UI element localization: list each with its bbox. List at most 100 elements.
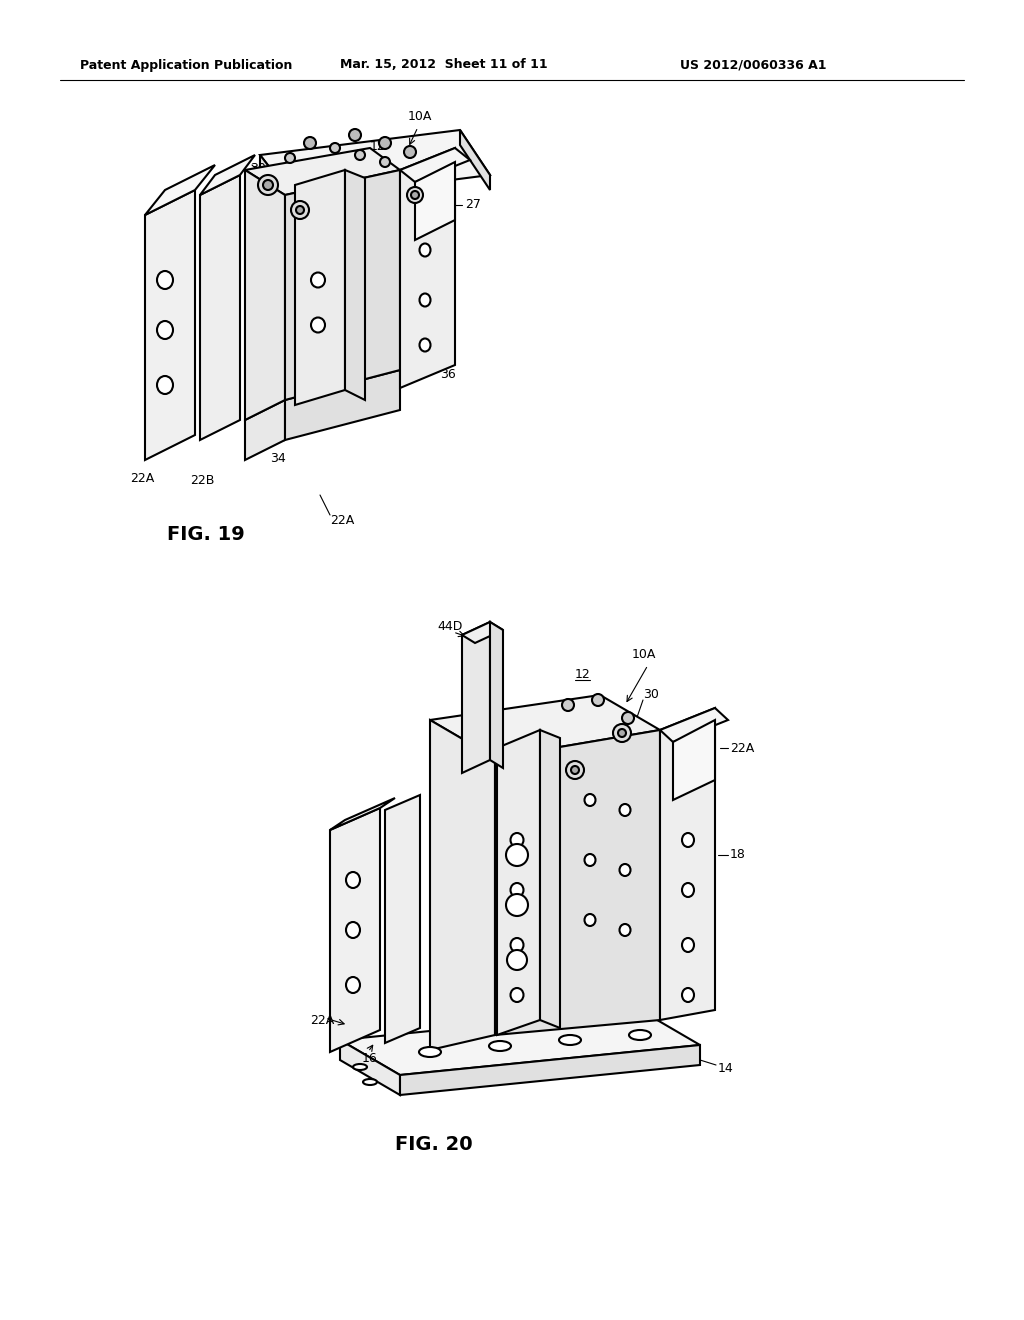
Polygon shape bbox=[495, 730, 660, 1035]
Text: 34: 34 bbox=[270, 451, 286, 465]
Circle shape bbox=[380, 157, 390, 168]
Ellipse shape bbox=[353, 1064, 367, 1071]
Text: 30: 30 bbox=[250, 161, 266, 174]
Polygon shape bbox=[660, 708, 728, 742]
Circle shape bbox=[571, 766, 579, 774]
Circle shape bbox=[407, 187, 423, 203]
Ellipse shape bbox=[682, 939, 694, 952]
Text: 36: 36 bbox=[440, 368, 456, 381]
Circle shape bbox=[411, 191, 419, 199]
Polygon shape bbox=[385, 795, 420, 1043]
Ellipse shape bbox=[620, 924, 631, 936]
Ellipse shape bbox=[620, 865, 631, 876]
Polygon shape bbox=[462, 622, 503, 643]
Ellipse shape bbox=[420, 293, 430, 306]
Text: 30: 30 bbox=[643, 689, 658, 701]
Ellipse shape bbox=[362, 1078, 377, 1085]
Ellipse shape bbox=[346, 921, 360, 939]
Ellipse shape bbox=[311, 318, 325, 333]
Text: 22A: 22A bbox=[310, 1014, 334, 1027]
Text: 22A: 22A bbox=[330, 513, 354, 527]
Text: Patent Application Publication: Patent Application Publication bbox=[80, 58, 293, 71]
Ellipse shape bbox=[346, 873, 360, 888]
Text: FIG. 19: FIG. 19 bbox=[167, 525, 245, 544]
Ellipse shape bbox=[559, 1035, 581, 1045]
Circle shape bbox=[566, 762, 584, 779]
Circle shape bbox=[296, 206, 304, 214]
Ellipse shape bbox=[489, 1041, 511, 1051]
Ellipse shape bbox=[157, 376, 173, 393]
Polygon shape bbox=[245, 148, 400, 195]
Polygon shape bbox=[295, 170, 345, 405]
Text: 12: 12 bbox=[370, 140, 386, 153]
Circle shape bbox=[291, 201, 309, 219]
Polygon shape bbox=[430, 719, 495, 1049]
Polygon shape bbox=[330, 808, 380, 1052]
Circle shape bbox=[506, 843, 528, 866]
Ellipse shape bbox=[511, 883, 523, 898]
Polygon shape bbox=[340, 1010, 700, 1074]
Polygon shape bbox=[200, 176, 240, 440]
Ellipse shape bbox=[682, 833, 694, 847]
Polygon shape bbox=[497, 730, 540, 1035]
Text: Mar. 15, 2012  Sheet 11 of 11: Mar. 15, 2012 Sheet 11 of 11 bbox=[340, 58, 548, 71]
Polygon shape bbox=[400, 148, 470, 182]
Text: 10A: 10A bbox=[408, 111, 432, 124]
Text: 27: 27 bbox=[465, 198, 481, 211]
Ellipse shape bbox=[419, 1047, 441, 1057]
Circle shape bbox=[592, 694, 604, 706]
Polygon shape bbox=[400, 148, 455, 388]
Circle shape bbox=[622, 711, 634, 723]
Text: 18: 18 bbox=[730, 849, 745, 862]
Polygon shape bbox=[340, 1040, 400, 1096]
Polygon shape bbox=[460, 129, 490, 190]
Circle shape bbox=[613, 723, 631, 742]
Polygon shape bbox=[345, 170, 365, 400]
Polygon shape bbox=[260, 129, 490, 201]
Ellipse shape bbox=[585, 913, 596, 927]
Text: 44D: 44D bbox=[437, 619, 463, 632]
Circle shape bbox=[263, 180, 273, 190]
Polygon shape bbox=[145, 190, 195, 459]
Text: 14: 14 bbox=[718, 1061, 734, 1074]
Polygon shape bbox=[400, 1045, 700, 1096]
Ellipse shape bbox=[620, 804, 631, 816]
Polygon shape bbox=[285, 170, 400, 400]
Polygon shape bbox=[145, 165, 215, 215]
Text: 35: 35 bbox=[465, 902, 481, 915]
Polygon shape bbox=[415, 162, 455, 240]
Ellipse shape bbox=[585, 854, 596, 866]
Circle shape bbox=[349, 129, 361, 141]
Text: US 2012/0060336 A1: US 2012/0060336 A1 bbox=[680, 58, 826, 71]
Ellipse shape bbox=[420, 338, 430, 351]
Text: 34: 34 bbox=[465, 851, 480, 865]
Ellipse shape bbox=[311, 272, 325, 288]
Circle shape bbox=[506, 894, 528, 916]
Circle shape bbox=[507, 950, 527, 970]
Ellipse shape bbox=[682, 987, 694, 1002]
Circle shape bbox=[404, 147, 416, 158]
Polygon shape bbox=[660, 708, 715, 1020]
Polygon shape bbox=[285, 370, 400, 440]
Text: 12: 12 bbox=[575, 668, 591, 681]
Ellipse shape bbox=[346, 977, 360, 993]
Polygon shape bbox=[260, 154, 295, 215]
Ellipse shape bbox=[511, 939, 523, 952]
Text: 22A: 22A bbox=[730, 742, 755, 755]
Polygon shape bbox=[245, 170, 285, 420]
Ellipse shape bbox=[157, 271, 173, 289]
Polygon shape bbox=[430, 696, 660, 758]
Circle shape bbox=[618, 729, 626, 737]
Polygon shape bbox=[462, 622, 490, 774]
Polygon shape bbox=[490, 622, 503, 768]
Ellipse shape bbox=[420, 243, 430, 256]
Circle shape bbox=[258, 176, 278, 195]
Text: 16: 16 bbox=[362, 1052, 378, 1064]
Polygon shape bbox=[245, 400, 285, 459]
Ellipse shape bbox=[157, 321, 173, 339]
Text: ': ' bbox=[301, 256, 304, 267]
Ellipse shape bbox=[585, 795, 596, 807]
Polygon shape bbox=[673, 719, 715, 800]
Text: 10A: 10A bbox=[632, 648, 656, 661]
Circle shape bbox=[355, 150, 365, 160]
